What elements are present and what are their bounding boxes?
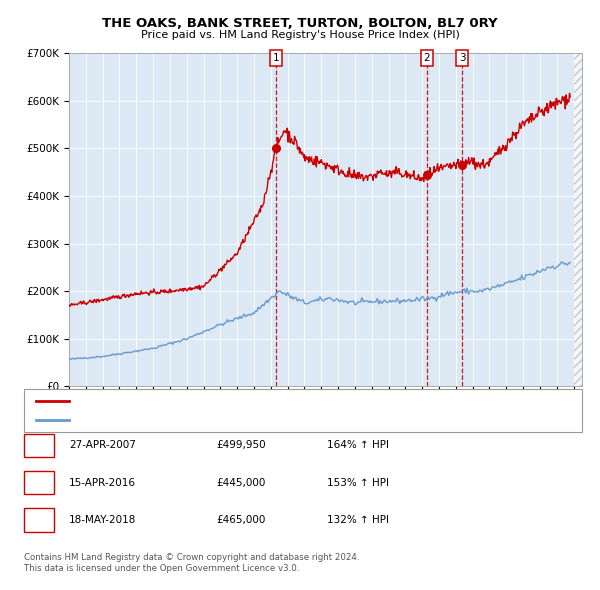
Text: THE OAKS, BANK STREET, TURTON, BOLTON, BL7 0RY (detached house): THE OAKS, BANK STREET, TURTON, BOLTON, B… (75, 396, 425, 407)
Text: 3: 3 (459, 53, 466, 63)
Text: 2: 2 (424, 53, 430, 63)
Text: Price paid vs. HM Land Registry's House Price Index (HPI): Price paid vs. HM Land Registry's House … (140, 30, 460, 40)
Text: £499,950: £499,950 (216, 441, 266, 450)
Text: 132% ↑ HPI: 132% ↑ HPI (327, 515, 389, 525)
Text: £465,000: £465,000 (216, 515, 265, 525)
Text: 153% ↑ HPI: 153% ↑ HPI (327, 478, 389, 487)
Text: 1: 1 (35, 441, 43, 450)
Text: 27-APR-2007: 27-APR-2007 (69, 441, 136, 450)
Text: Contains HM Land Registry data © Crown copyright and database right 2024.
This d: Contains HM Land Registry data © Crown c… (24, 553, 359, 573)
Text: 2: 2 (35, 478, 43, 487)
Text: 164% ↑ HPI: 164% ↑ HPI (327, 441, 389, 450)
Bar (574, 53, 582, 386)
Text: 3: 3 (35, 515, 43, 525)
Text: 15-APR-2016: 15-APR-2016 (69, 478, 136, 487)
Text: HPI: Average price, detached house, Blackburn with Darwen: HPI: Average price, detached house, Blac… (75, 415, 370, 425)
Text: THE OAKS, BANK STREET, TURTON, BOLTON, BL7 0RY: THE OAKS, BANK STREET, TURTON, BOLTON, B… (102, 17, 498, 30)
Text: 1: 1 (273, 53, 280, 63)
Text: £445,000: £445,000 (216, 478, 265, 487)
Text: 18-MAY-2018: 18-MAY-2018 (69, 515, 136, 525)
